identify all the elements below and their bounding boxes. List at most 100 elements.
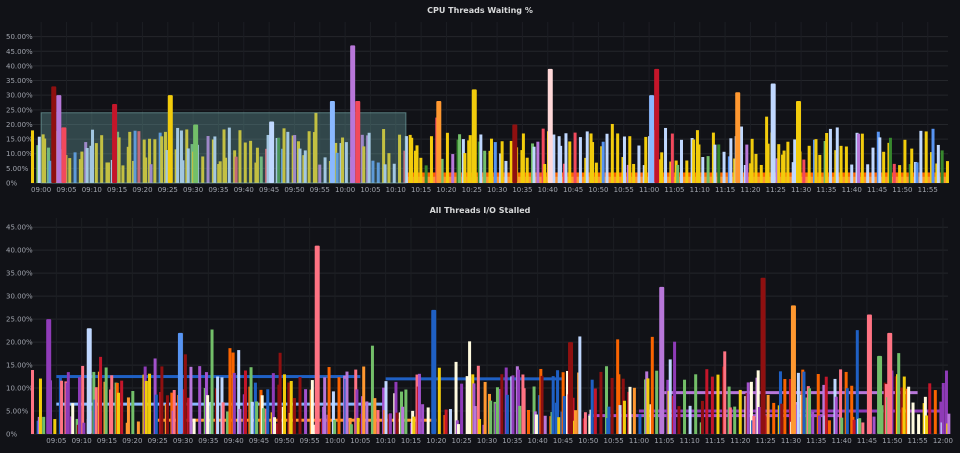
- bar: [778, 371, 782, 434]
- bar: [517, 369, 521, 434]
- bar: [746, 382, 750, 434]
- bar: [898, 165, 902, 183]
- y-tick-label: 5.00%: [6, 165, 29, 173]
- y-tick-label: 50.00%: [6, 33, 33, 41]
- bar: [793, 139, 797, 183]
- x-tick-label: 10:45: [563, 186, 583, 194]
- bar: [622, 136, 626, 183]
- spike-bar: [86, 328, 92, 434]
- x-tick-label: 10:35: [512, 186, 532, 194]
- spike-bar: [649, 95, 655, 183]
- bar: [304, 389, 308, 434]
- x-tick-label: 09:40: [224, 437, 244, 445]
- bar: [323, 377, 327, 434]
- bar: [817, 415, 821, 434]
- x-tick-label: 09:30: [183, 186, 203, 194]
- x-tick-label: 11:05: [654, 437, 674, 445]
- bar: [749, 381, 753, 434]
- bar: [706, 156, 710, 183]
- bar: [337, 377, 341, 434]
- y-tick-label: 10.00%: [6, 150, 33, 158]
- bar: [585, 131, 589, 183]
- bar: [601, 141, 605, 183]
- bar: [808, 388, 812, 434]
- bar: [341, 137, 345, 183]
- bar: [945, 161, 949, 183]
- x-tick-label: 10:00: [335, 186, 355, 194]
- spike-bar: [760, 277, 766, 434]
- spike-bar: [790, 305, 796, 434]
- bar: [370, 345, 374, 434]
- spike-bar: [436, 101, 442, 183]
- spike-bar: [877, 355, 883, 434]
- spike-bar: [61, 127, 67, 183]
- bar: [618, 405, 622, 434]
- bar: [478, 419, 482, 434]
- bar: [473, 406, 477, 434]
- x-tick-label: 11:30: [781, 437, 801, 445]
- bar: [489, 400, 493, 434]
- bar: [521, 133, 525, 183]
- bar: [362, 146, 366, 183]
- x-tick-label: 11:25: [756, 437, 776, 445]
- bar: [210, 329, 214, 434]
- bar: [923, 396, 927, 434]
- y-tick-label: 0%: [6, 431, 17, 439]
- bar: [850, 385, 854, 434]
- bar: [160, 366, 164, 434]
- bar: [42, 416, 46, 434]
- bar: [713, 144, 717, 183]
- bar: [493, 142, 497, 183]
- bar: [318, 164, 322, 183]
- x-tick-label: 11:20: [730, 437, 750, 445]
- bar: [355, 389, 359, 434]
- bar: [448, 409, 452, 434]
- bar: [756, 370, 760, 434]
- bar: [444, 409, 448, 434]
- y-tick-label: 25.00%: [6, 316, 33, 324]
- io-stalled-panel: All Threads I/O Stalled 0% 5.00% 10.00% 15.…: [0, 200, 960, 453]
- bar: [500, 141, 504, 183]
- bar: [120, 380, 124, 434]
- bar: [573, 132, 577, 183]
- bar: [902, 376, 906, 434]
- bar: [941, 382, 945, 434]
- bar: [578, 137, 582, 183]
- bar: [261, 408, 265, 434]
- bar: [189, 366, 193, 434]
- bar: [424, 165, 428, 183]
- bar: [483, 150, 487, 183]
- bar: [632, 387, 636, 434]
- panel-title: All Threads I/O Stalled: [429, 206, 531, 215]
- bar: [532, 386, 536, 434]
- bar: [126, 397, 130, 434]
- bar: [371, 160, 375, 183]
- bar: [221, 402, 225, 434]
- bar: [286, 131, 290, 183]
- bar: [637, 145, 641, 183]
- x-tick-label: 11:10: [680, 437, 700, 445]
- bar: [780, 403, 784, 434]
- bar: [440, 158, 444, 183]
- bar: [919, 130, 923, 183]
- bar: [310, 380, 314, 434]
- bar: [871, 147, 875, 183]
- bar: [144, 380, 148, 434]
- bar: [638, 414, 642, 434]
- bar: [610, 377, 614, 434]
- bar: [757, 406, 761, 434]
- bar: [388, 413, 392, 434]
- bar: [947, 413, 951, 434]
- bar: [282, 128, 286, 183]
- bar: [525, 157, 529, 183]
- bar: [376, 410, 380, 434]
- bar: [594, 162, 598, 183]
- bar: [303, 150, 307, 183]
- bar: [43, 138, 47, 183]
- bar: [66, 372, 70, 434]
- y-tick-label: 35.00%: [6, 77, 33, 85]
- bar: [551, 376, 555, 434]
- cpu-threads-waiting-panel: CPU Threads Waiting % 0% 5.00% 10.00% 15.00…: [0, 0, 960, 200]
- bar: [333, 419, 337, 434]
- bar: [489, 138, 493, 183]
